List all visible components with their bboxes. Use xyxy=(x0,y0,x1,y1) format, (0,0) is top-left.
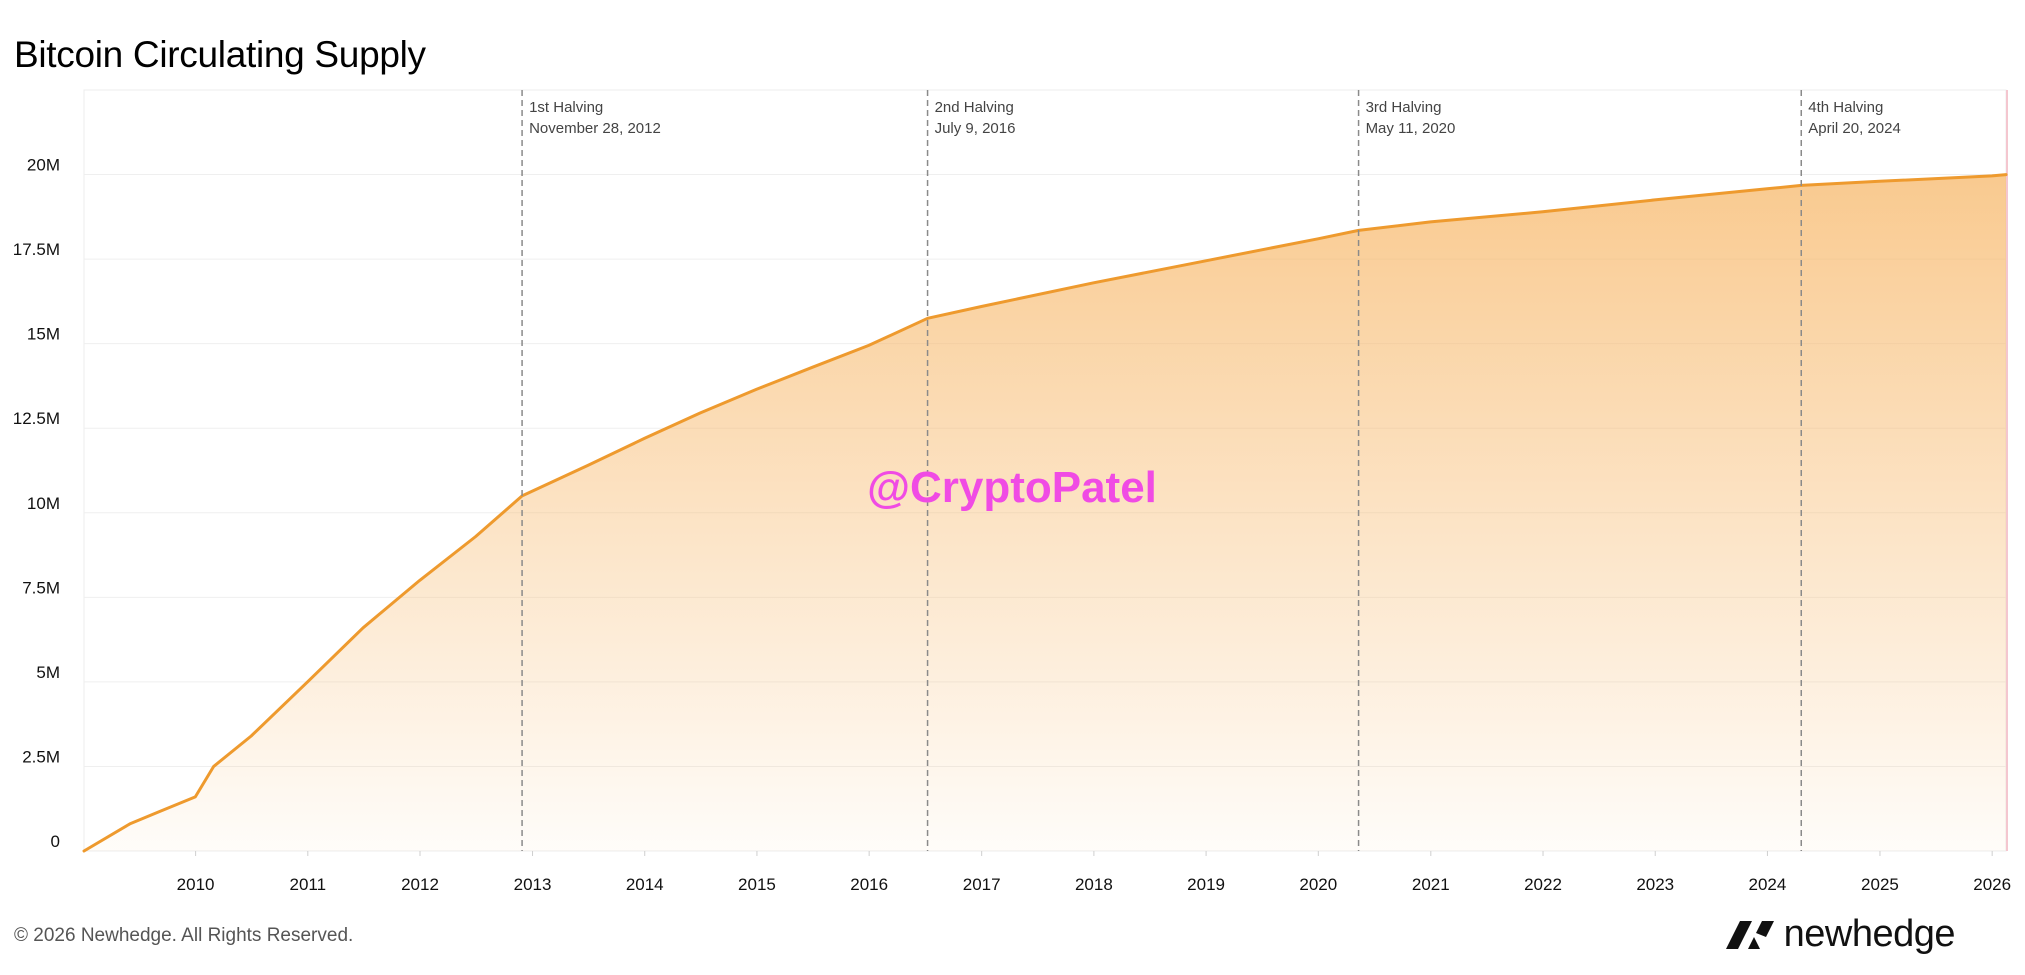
x-tick-label: 2014 xyxy=(626,875,664,894)
halving-title: 1st Halving xyxy=(529,99,603,116)
copyright-footer: © 2026 Newhedge. All Rights Reserved. xyxy=(14,925,354,946)
chart-title: Bitcoin Circulating Supply xyxy=(14,34,426,75)
y-tick-label: 7.5M xyxy=(22,578,60,597)
y-tick-label: 5M xyxy=(36,663,60,682)
brand-logo: newhedge xyxy=(1725,913,1956,956)
x-tick-label: 2016 xyxy=(850,875,888,894)
y-tick-label: 15M xyxy=(27,325,60,344)
halving-date: April 20, 2024 xyxy=(1808,120,1901,137)
area-layer xyxy=(82,173,2008,853)
y-tick-label: 10M xyxy=(27,494,60,513)
y-tick-label: 0 xyxy=(51,832,60,851)
halving-title: 3rd Halving xyxy=(1366,99,1442,116)
y-tick-label: 17.5M xyxy=(13,240,60,259)
newhedge-logo-icon xyxy=(1725,920,1774,949)
watermark-layer: @CryptoPatel xyxy=(867,463,1157,512)
supply-area xyxy=(84,174,2006,852)
x-tick-label: 2022 xyxy=(1524,875,1562,894)
halving-date: November 28, 2012 xyxy=(529,120,661,137)
halving-title: 4th Halving xyxy=(1808,99,1883,116)
x-tick-label: 2015 xyxy=(738,875,776,894)
x-tick-label: 2025 xyxy=(1861,875,1899,894)
supply-line xyxy=(82,173,2008,853)
halving-date: July 9, 2016 xyxy=(935,120,1016,137)
halving-markers: 1st Halving November 28, 2012 2nd Halving J… xyxy=(521,90,1901,851)
x-tick-label: 2023 xyxy=(1636,875,1674,894)
x-tick-label: 2017 xyxy=(963,875,1001,894)
x-tick-label: 2012 xyxy=(401,875,439,894)
y-tick-label: 20M xyxy=(27,156,60,175)
x-tick-label: 2018 xyxy=(1075,875,1113,894)
x-tick-label: 2021 xyxy=(1412,875,1450,894)
x-tick-label: 2010 xyxy=(177,875,215,894)
x-tick-label: 2013 xyxy=(514,875,552,894)
watermark-text: @CryptoPatel xyxy=(867,463,1157,512)
y-tick-label: 12.5M xyxy=(13,409,60,428)
x-tick-label: 2026 xyxy=(1973,875,2011,894)
x-tick-label: 2011 xyxy=(290,875,327,894)
axis-labels: 0 2.5M 5M 7.5M 10M 12.5M 15M 17.5M 20M 2010 2011 20… xyxy=(13,156,2011,894)
x-tick-label: 2019 xyxy=(1187,875,1225,894)
halving-title: 2nd Halving xyxy=(935,99,1014,116)
y-tick-label: 2.5M xyxy=(22,747,60,766)
x-tick-label: 2024 xyxy=(1749,875,1787,894)
halving-date: May 11, 2020 xyxy=(1366,120,1456,137)
brand-name: newhedge xyxy=(1783,913,1956,955)
x-tick-label: 2020 xyxy=(1299,875,1337,894)
